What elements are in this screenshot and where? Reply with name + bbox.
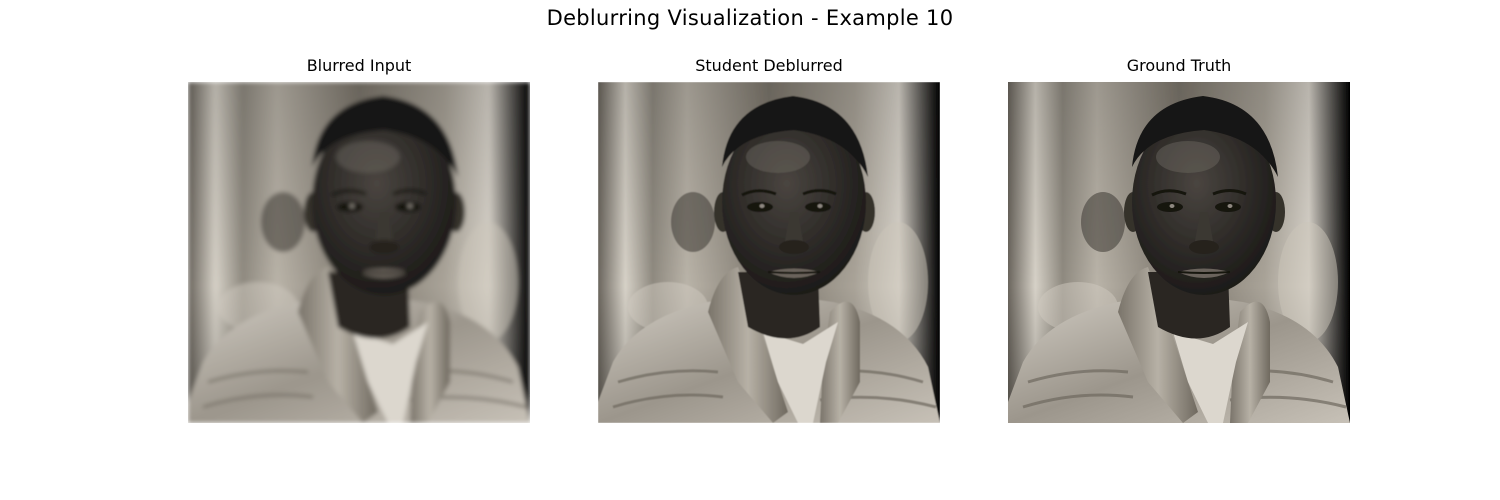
portrait-image-deblurred bbox=[598, 82, 940, 423]
panel-title: Student Deblurred bbox=[695, 56, 843, 75]
panel-student-deblurred: Student Deblurred bbox=[598, 56, 940, 423]
panel-title: Ground Truth bbox=[1126, 56, 1232, 75]
panel-title: Blurred Input bbox=[306, 56, 412, 75]
panel-blurred-input: Blurred Input bbox=[188, 56, 530, 423]
panel-ground-truth: Ground Truth bbox=[1008, 56, 1350, 423]
figure-title: Deblurring Visualization - Example 10 bbox=[546, 6, 954, 30]
portrait-image-ground-truth bbox=[1008, 82, 1350, 423]
portrait-image-blurred bbox=[188, 82, 530, 423]
